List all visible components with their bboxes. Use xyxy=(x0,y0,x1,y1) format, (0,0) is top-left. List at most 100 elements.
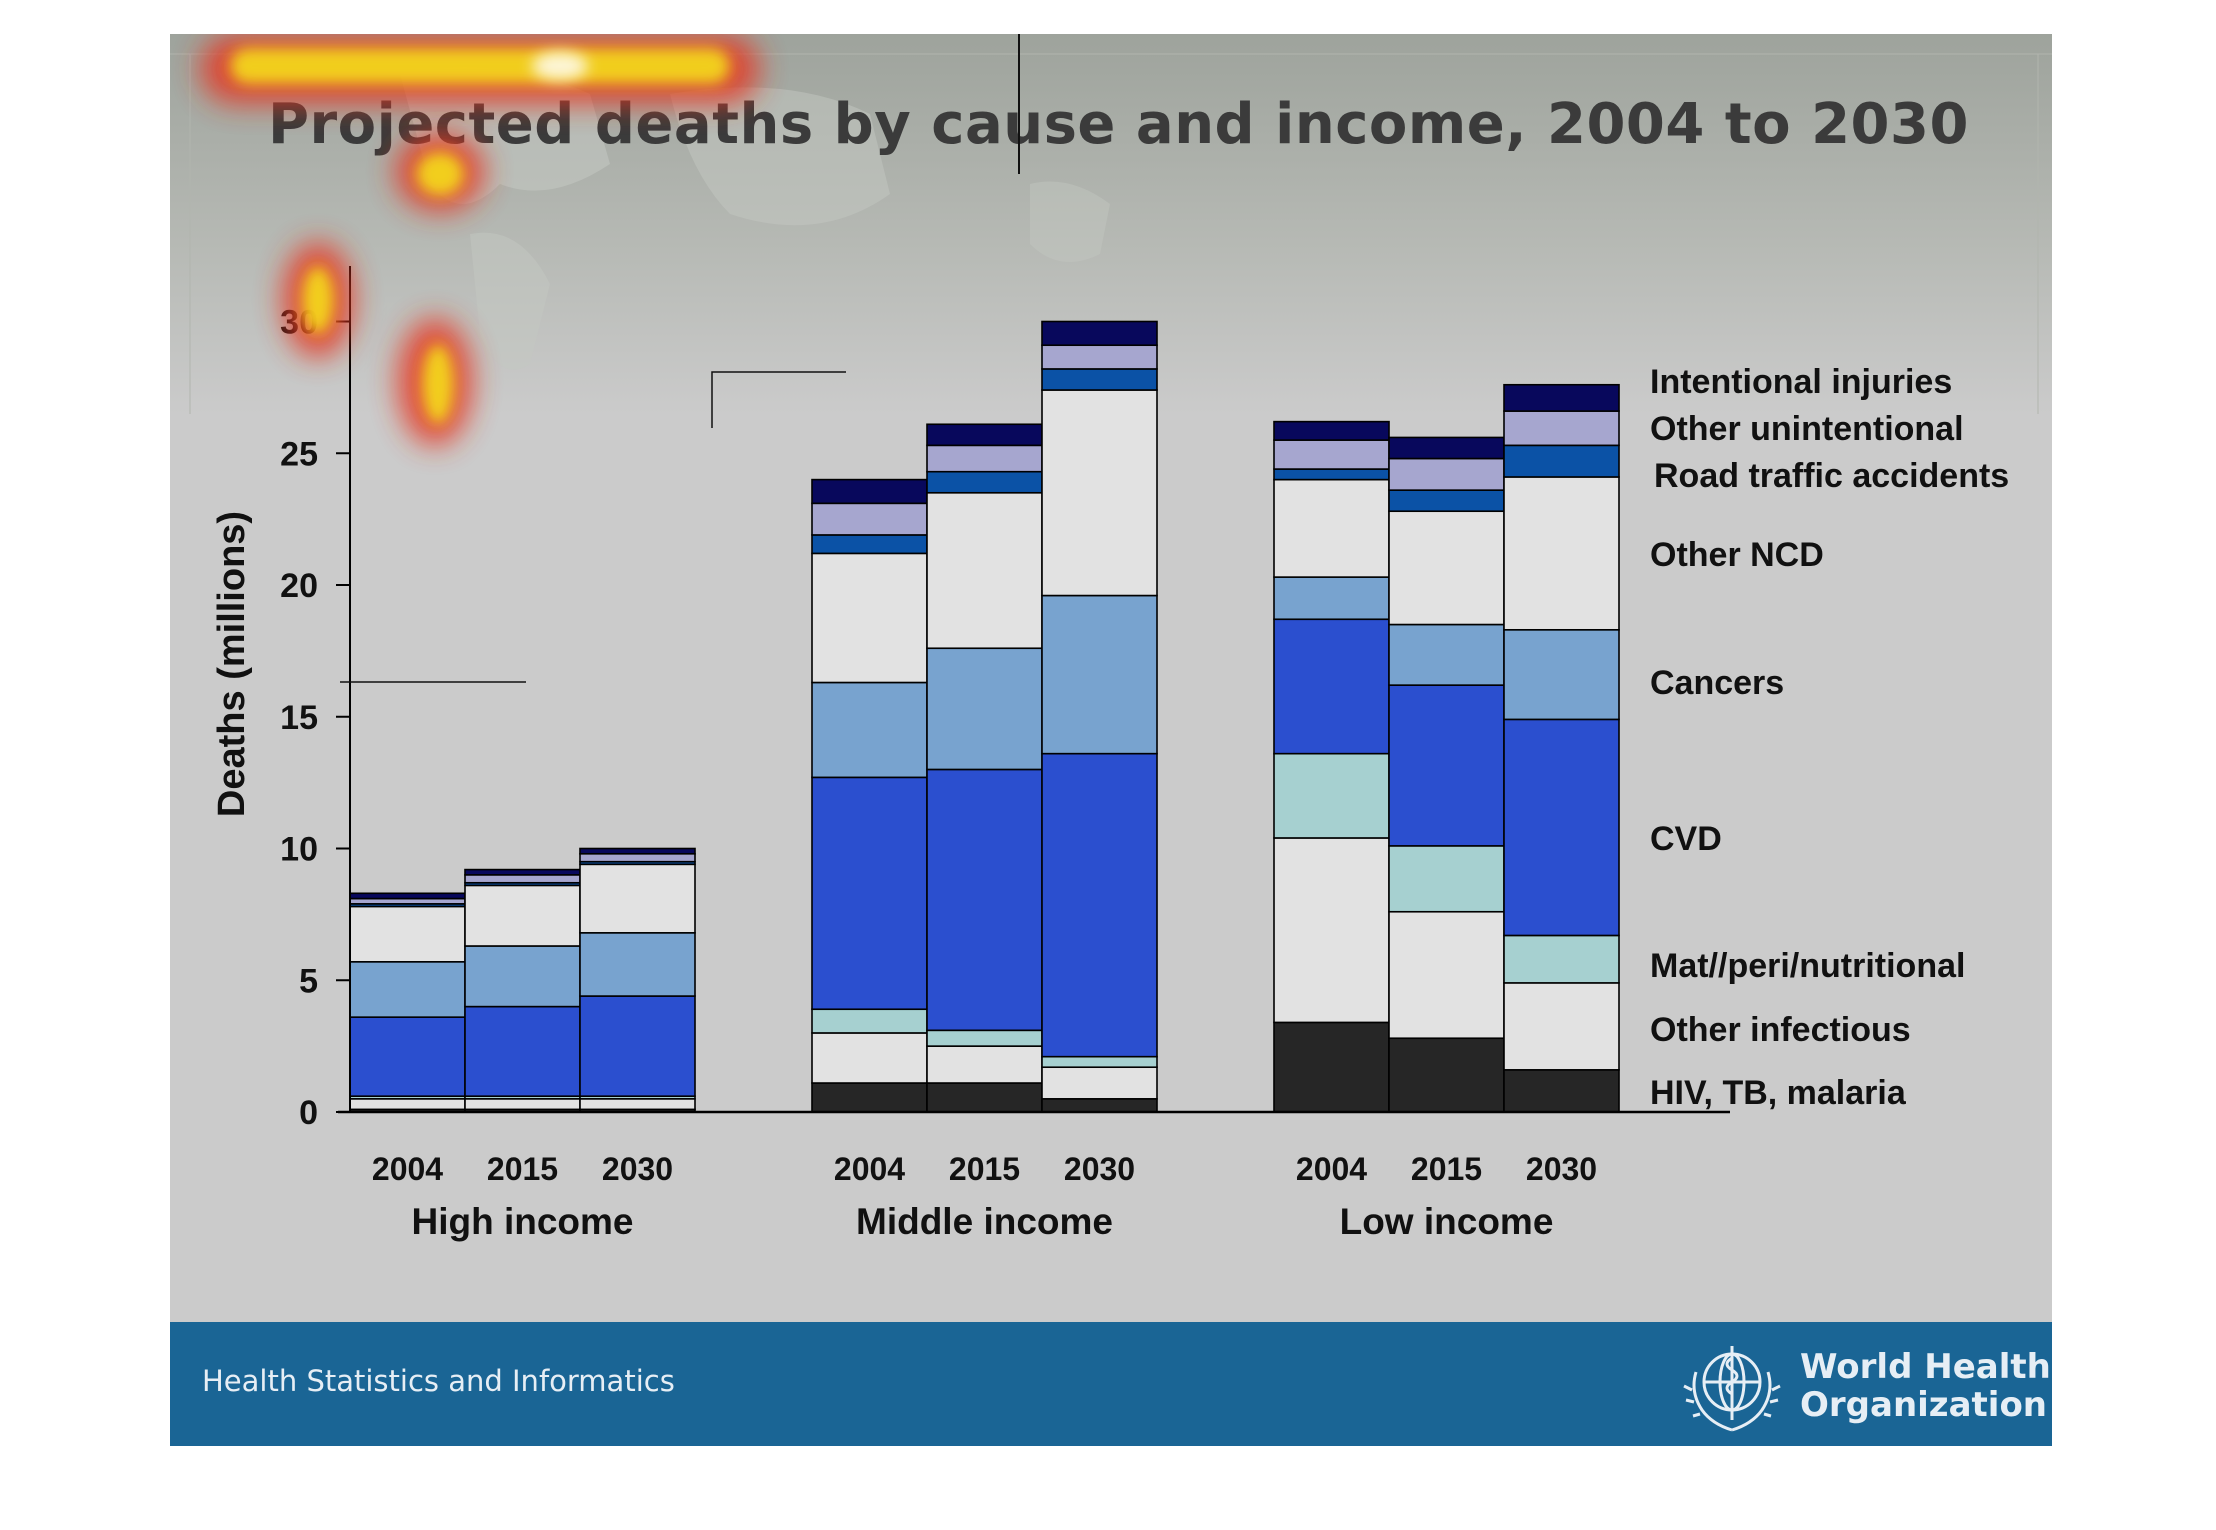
footer-text: Health Statistics and Informatics xyxy=(202,1364,675,1398)
bar-segment-road-traffic-accidents xyxy=(926,470,1043,494)
bar-segment-cancers xyxy=(1388,623,1505,686)
bar-segment-other-ncd xyxy=(1503,476,1620,631)
bar-segment-hiv-tb-malaria xyxy=(926,1082,1043,1113)
annotation-bracket xyxy=(711,371,846,428)
bar-segment-intentional-injuries xyxy=(579,847,696,855)
bar-segment-other-ncd xyxy=(349,905,466,963)
bar-segment-other-ncd xyxy=(579,863,696,934)
bar-segment-other-unintentional xyxy=(1273,439,1390,470)
bar-segment-other-infectious xyxy=(811,1032,928,1084)
legend-item-cancers: Cancers xyxy=(1650,664,1784,702)
bar-segment-cvd xyxy=(464,1005,581,1097)
bar-segment-cancers xyxy=(464,945,581,1008)
bar-segment-other-infectious xyxy=(1503,982,1620,1071)
y-tick-label: 5 xyxy=(299,962,318,1000)
who-emblem-icon xyxy=(1683,1346,1781,1432)
bar-segment-road-traffic-accidents xyxy=(1273,468,1390,481)
legend-item-intentional-injuries: Intentional injuries xyxy=(1650,363,1952,401)
legend-item-other-infectious: Other infectious xyxy=(1650,1011,1911,1049)
bar-segment-intentional-injuries xyxy=(1273,420,1390,441)
group-label: High income xyxy=(411,1201,633,1242)
x-tick-label: 2015 xyxy=(487,1151,558,1187)
bar-segment-other-unintentional xyxy=(811,502,928,536)
bar-segment-other-unintentional xyxy=(926,444,1043,473)
bar-segment-other-infectious xyxy=(464,1098,581,1111)
bar-segment-cancers xyxy=(1041,594,1158,755)
x-tick-label: 2015 xyxy=(1411,1151,1482,1187)
y-tick-label: 15 xyxy=(280,699,318,737)
bar-segment-other-unintentional xyxy=(464,874,581,884)
bar-segment-other-ncd xyxy=(926,491,1043,650)
x-tick-label: 2030 xyxy=(1526,1151,1597,1187)
bar-segment-road-traffic-accidents xyxy=(811,534,928,555)
y-tick-label: 20 xyxy=(280,567,318,605)
bar-segment-cancers xyxy=(926,647,1043,771)
x-tick-label: 2030 xyxy=(602,1151,673,1187)
legend-item-hiv-tb-malaria: HIV, TB, malaria xyxy=(1650,1074,1907,1112)
org-name-line2: Organization xyxy=(1800,1385,2048,1425)
bar-segment-hiv-tb-malaria xyxy=(811,1082,928,1113)
bar-segment-mat-peri-nutritional xyxy=(1041,1055,1158,1069)
bar-segment-road-traffic-accidents xyxy=(1503,444,1620,478)
bar-segment-cancers xyxy=(1503,628,1620,721)
bar-segment-mat-peri-nutritional xyxy=(1503,934,1620,984)
bar-segment-other-infectious xyxy=(579,1098,696,1111)
bar-segment-intentional-injuries xyxy=(349,892,466,900)
legend-item-mat-peri-nutritional: Mat//peri/nutritional xyxy=(1650,947,1965,985)
bar-segment-other-ncd xyxy=(464,884,581,947)
x-tick-label: 2004 xyxy=(1296,1151,1367,1187)
group-label: Low income xyxy=(1340,1201,1554,1242)
bar-segment-other-ncd xyxy=(1273,478,1390,578)
bar-segment-cvd xyxy=(1503,718,1620,937)
bar-segment-mat-peri-nutritional xyxy=(926,1029,1043,1047)
footer-bar: Health Statistics and Informatics World … xyxy=(170,1322,2052,1446)
bar-segment-other-unintentional xyxy=(1503,410,1620,447)
legend-item-other-ncd: Other NCD xyxy=(1650,536,1824,574)
bar-segment-other-unintentional xyxy=(1041,344,1158,370)
bar-segment-intentional-injuries xyxy=(1503,383,1620,412)
legend-item-road-traffic-accidents: Road traffic accidents xyxy=(1654,457,2009,495)
x-tick-label: 2004 xyxy=(372,1151,443,1187)
x-tick-label: 2030 xyxy=(1064,1151,1135,1187)
org-name: World Health Organization xyxy=(1800,1348,2051,1424)
slide: Projected deaths by cause and income, 20… xyxy=(170,34,2052,1446)
x-tick-label: 2004 xyxy=(834,1151,905,1187)
bar-segment-hiv-tb-malaria xyxy=(1503,1069,1620,1113)
bar-segment-intentional-injuries xyxy=(811,478,928,505)
bar-segment-hiv-tb-malaria xyxy=(1388,1037,1505,1113)
bar-segment-other-infectious xyxy=(1273,837,1390,1024)
bar-segment-cvd xyxy=(811,776,928,1011)
bar-segment-cvd xyxy=(349,1016,466,1097)
bar-segment-hiv-tb-malaria xyxy=(1041,1098,1158,1113)
bar-segment-cvd xyxy=(1273,618,1390,755)
bar-segment-intentional-injuries xyxy=(1388,436,1505,460)
bar-segment-cancers xyxy=(811,681,928,779)
bar-segment-hiv-tb-malaria xyxy=(1273,1021,1390,1113)
bar-segment-mat-peri-nutritional xyxy=(1388,845,1505,913)
bar-segment-other-infectious xyxy=(349,1098,466,1111)
group-label: Middle income xyxy=(856,1201,1113,1242)
bar-segment-other-ncd xyxy=(1388,510,1505,626)
bars-layer xyxy=(349,320,1620,1113)
annotation-line xyxy=(1018,34,1020,174)
bar-segment-other-infectious xyxy=(1388,910,1505,1040)
bar-segment-intentional-injuries xyxy=(1041,320,1158,347)
bar-segment-mat-peri-nutritional xyxy=(1273,752,1390,839)
legend-item-other-unintentional: Other unintentional xyxy=(1650,410,1964,448)
bar-segment-road-traffic-accidents xyxy=(1041,368,1158,391)
bar-segment-cvd xyxy=(1388,684,1505,847)
bar-segment-cancers xyxy=(579,932,696,997)
bar-segment-other-ncd xyxy=(811,552,928,684)
bar-segment-intentional-injuries xyxy=(464,868,581,876)
bar-segment-cancers xyxy=(1273,576,1390,621)
bar-segment-cvd xyxy=(926,768,1043,1032)
bar-segment-mat-peri-nutritional xyxy=(811,1008,928,1034)
x-tick-label: 2015 xyxy=(949,1151,1020,1187)
bar-segment-other-unintentional xyxy=(1388,457,1505,491)
bar-segment-other-unintentional xyxy=(579,852,696,863)
legend-item-cvd: CVD xyxy=(1650,820,1722,858)
org-name-line1: World Health xyxy=(1800,1347,2051,1387)
bar-segment-cancers xyxy=(349,961,466,1018)
